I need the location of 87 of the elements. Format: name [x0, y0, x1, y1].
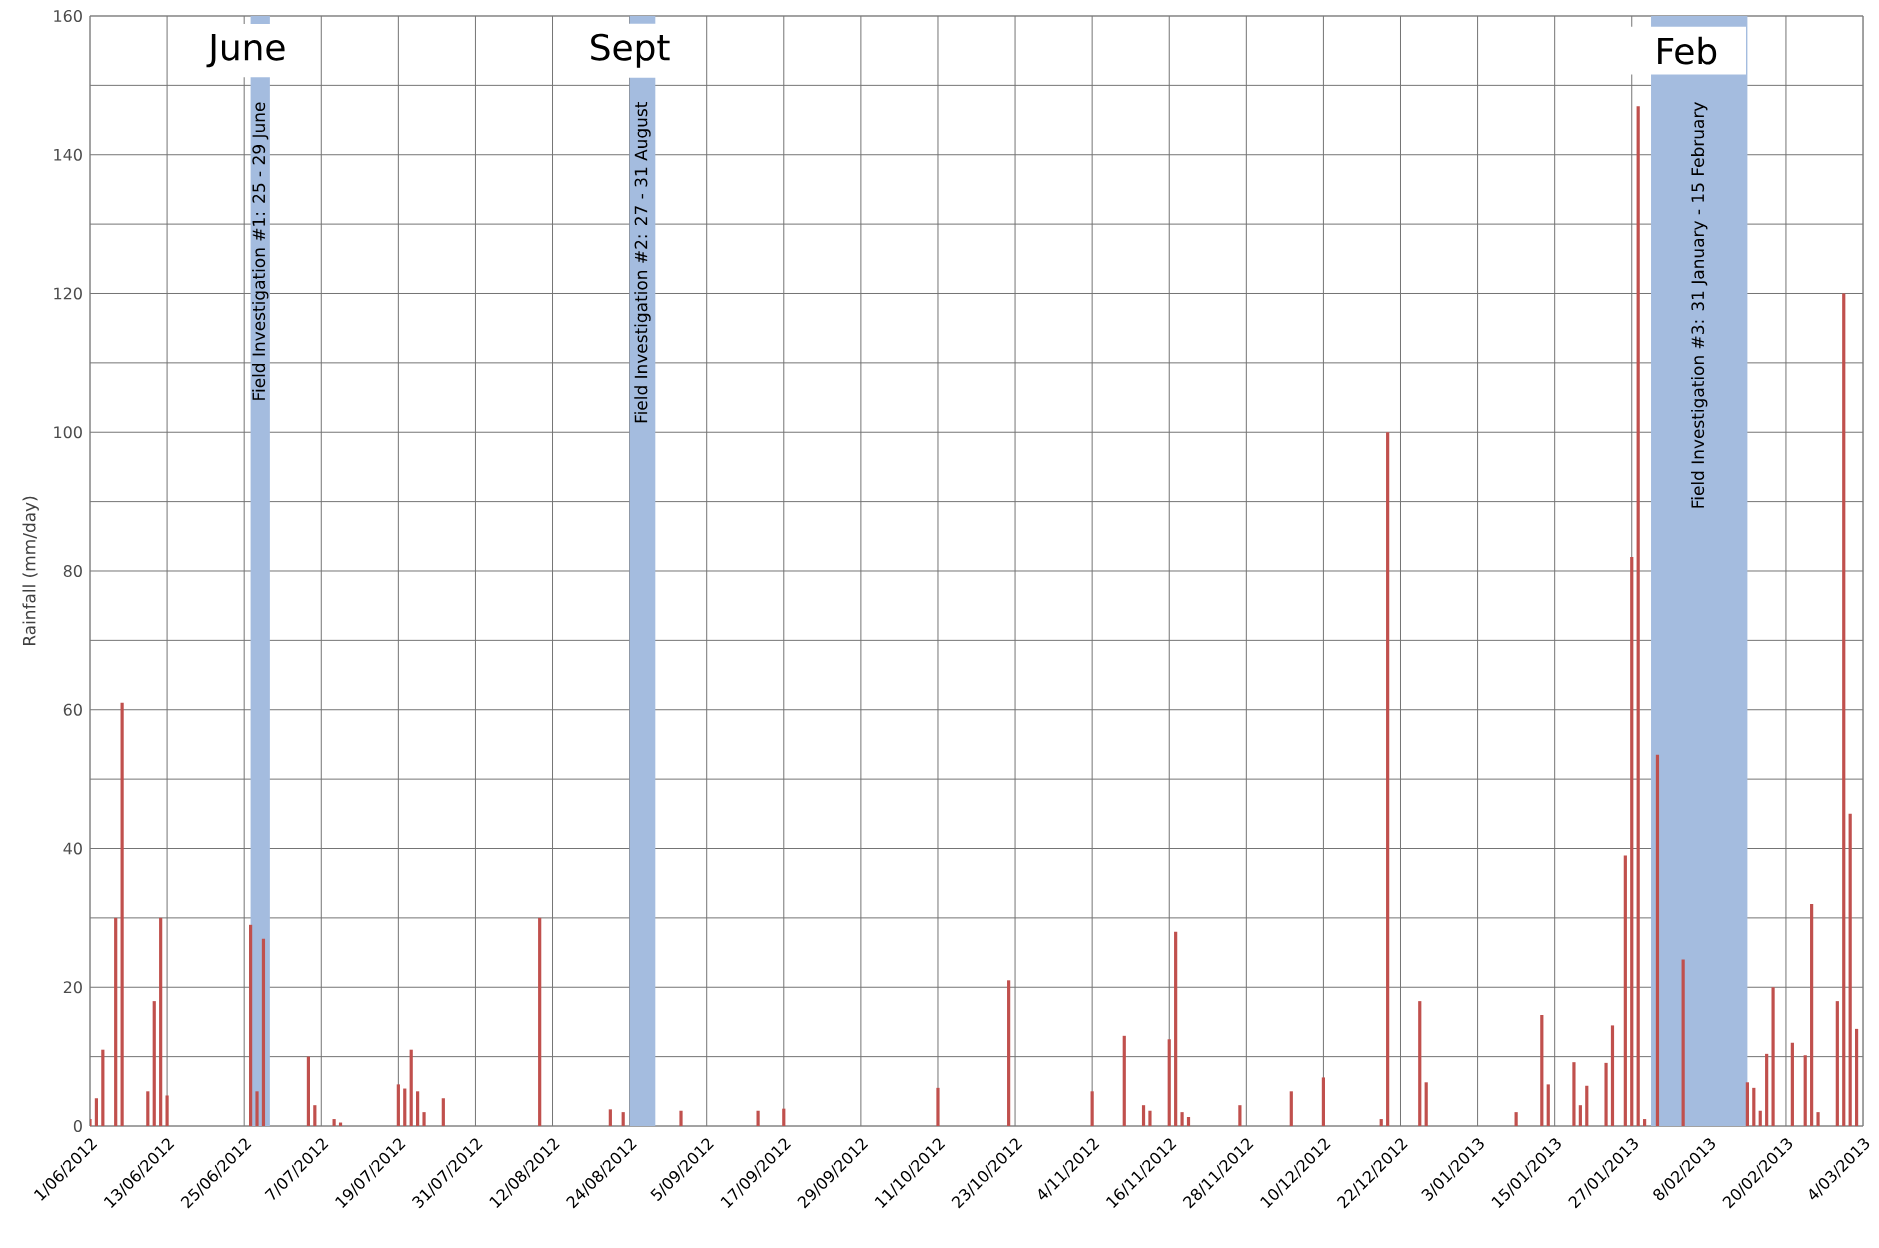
bar	[1578, 1105, 1582, 1126]
bar	[1758, 1110, 1762, 1126]
bar	[1167, 1039, 1171, 1126]
bar	[1174, 931, 1178, 1126]
y-tick-label: 20	[63, 981, 82, 994]
bar	[120, 702, 124, 1126]
bar	[422, 1112, 426, 1126]
bar	[1572, 1062, 1576, 1126]
bar	[332, 1119, 336, 1126]
bar	[1122, 1035, 1126, 1126]
bar	[1835, 1001, 1839, 1126]
bar	[1610, 1025, 1615, 1126]
band-label: Field Investigation #1: 25 - 29 June	[252, 102, 269, 400]
bar	[1418, 1001, 1422, 1126]
bar	[416, 1091, 420, 1126]
bar	[403, 1088, 407, 1126]
y-tick-label: 60	[63, 703, 82, 716]
bar	[621, 1112, 625, 1126]
bar	[1790, 1042, 1794, 1126]
bar	[1141, 1105, 1146, 1126]
bar	[1379, 1119, 1383, 1126]
bar	[1848, 813, 1852, 1126]
bar	[756, 1110, 760, 1126]
bar	[1585, 1085, 1589, 1126]
bar	[1180, 1112, 1184, 1126]
bar	[1546, 1084, 1550, 1126]
bar	[1623, 855, 1627, 1126]
bar	[101, 1049, 105, 1126]
bar	[1816, 1112, 1820, 1126]
bar	[1655, 754, 1660, 1126]
bar	[1855, 1028, 1859, 1126]
annotation: Sept	[591, 33, 670, 68]
bar	[1771, 987, 1775, 1126]
annotation: June	[206, 34, 285, 68]
bar	[1321, 1077, 1326, 1126]
y-tick-label: 120	[54, 287, 82, 300]
bar	[1630, 557, 1634, 1126]
bar	[306, 1056, 311, 1126]
bar	[1803, 1055, 1807, 1126]
bar	[538, 917, 542, 1126]
y-axis-title: Rainfall (mm/day)	[22, 496, 39, 646]
bar	[409, 1049, 413, 1126]
bar	[94, 1098, 99, 1126]
bar	[679, 1110, 683, 1126]
bar	[114, 917, 118, 1126]
bar	[396, 1084, 400, 1126]
bar	[313, 1105, 317, 1126]
y-tick-label: 80	[63, 564, 82, 578]
bar	[1148, 1110, 1152, 1126]
bar	[1007, 980, 1011, 1126]
y-tick-label: 140	[54, 148, 82, 161]
bar	[1540, 1015, 1544, 1126]
bar	[1604, 1062, 1608, 1126]
bar	[1424, 1082, 1428, 1126]
bar	[1636, 106, 1640, 1126]
bar	[159, 917, 163, 1126]
bar	[1514, 1112, 1518, 1126]
bar	[1238, 1105, 1242, 1126]
bar	[1681, 959, 1685, 1126]
bar	[255, 1091, 259, 1126]
bar	[90, 1119, 92, 1126]
bar	[1090, 1091, 1094, 1126]
bar	[441, 1098, 445, 1126]
bar	[1386, 432, 1390, 1126]
y-tick-label: 160	[54, 9, 82, 23]
bar	[1752, 1087, 1756, 1126]
y-tick-label: 100	[54, 426, 82, 439]
bar	[782, 1108, 786, 1126]
bar	[1765, 1053, 1769, 1126]
bar	[261, 938, 266, 1126]
y-tick-label: 40	[63, 842, 82, 855]
bar	[165, 1095, 169, 1126]
bar	[146, 1091, 150, 1126]
band-label: Field Investigation #3: 31 January - 15 February	[1691, 102, 1708, 508]
bar	[249, 924, 253, 1126]
bar	[1842, 293, 1846, 1126]
bar	[1289, 1091, 1293, 1126]
bar	[1810, 904, 1814, 1126]
y-tick-label: 0	[73, 1119, 82, 1133]
bar	[1643, 1119, 1647, 1126]
band-label: Field Investigation #2: 27 - 31 August	[634, 102, 651, 423]
annotation: Feb	[1658, 36, 1717, 65]
bar	[1186, 1116, 1191, 1126]
bar	[936, 1087, 940, 1126]
bar	[152, 1001, 156, 1126]
bar	[1745, 1082, 1749, 1126]
bar	[608, 1109, 612, 1126]
